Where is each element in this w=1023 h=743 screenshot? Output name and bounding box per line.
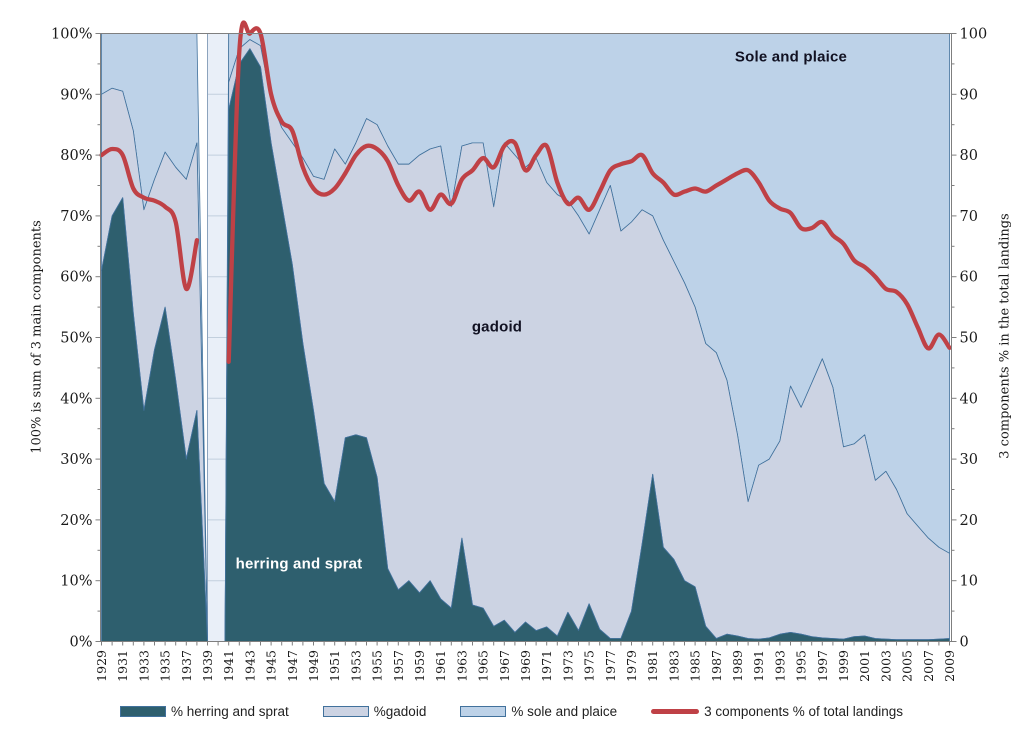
- right-axis-title: 3 components % in the total landings: [997, 213, 1013, 459]
- y-right-tick-label: 70: [960, 209, 978, 225]
- y-left-tick-label: 30%: [60, 452, 92, 468]
- annotation-herring-and-sprat: herring and sprat: [235, 555, 363, 573]
- legend-line-swatch: [651, 709, 700, 714]
- y-left-tick-label: 20%: [60, 513, 92, 529]
- y-right-tick-label: 20: [960, 513, 978, 529]
- x-tick-label: 1961: [433, 650, 448, 682]
- legend-item-sole-and-plaice: % sole and plaice: [460, 704, 617, 719]
- y-right-tick-label: 40: [960, 391, 978, 407]
- x-tick-label: 1959: [412, 650, 427, 682]
- y-left-tick-label: 100%: [51, 27, 92, 43]
- y-right-tick-label: 80: [960, 148, 978, 164]
- legend-item-herring-and-sprat: % herring and sprat: [119, 704, 289, 719]
- legend-area-swatch: [119, 706, 166, 717]
- x-tick-label: 1969: [518, 650, 533, 682]
- y-right-tick-label: 30: [960, 452, 978, 468]
- x-tick-label: 1931: [115, 650, 130, 682]
- x-tick-label: 1977: [603, 650, 618, 682]
- x-tick-label: 1985: [688, 650, 703, 682]
- x-tick-label: 1997: [815, 650, 830, 682]
- x-tick-label: 1967: [497, 650, 512, 682]
- x-axis-labels: 1929 1931 1933 1935 1937 1939 1941 1943 1945 1947…: [94, 650, 957, 682]
- y-right-tick-label: 50: [960, 331, 978, 347]
- y-right-tick-label: 0: [960, 635, 969, 651]
- x-tick-label: 1947: [285, 650, 300, 682]
- annotation-sole-and-plaice: Sole and plaice: [734, 48, 848, 66]
- x-tick-label: 2009: [942, 650, 957, 682]
- x-tick-label: 2005: [900, 650, 915, 682]
- x-tick-label: 1935: [158, 650, 173, 682]
- x-tick-label: 1937: [179, 650, 194, 682]
- y-right-tick-label: 90: [960, 87, 978, 103]
- x-tick-label: 1979: [624, 650, 639, 682]
- legend-area-swatch: [460, 706, 507, 717]
- x-tick-label: 1955: [370, 650, 385, 682]
- x-tick-label: 1987: [709, 650, 724, 682]
- x-tick-label: 1941: [221, 650, 236, 682]
- y-left-tick-label: 40%: [60, 391, 92, 407]
- legend-label: %gadoid: [373, 704, 427, 719]
- x-tick-label: 1995: [794, 650, 809, 682]
- axis-ticks: [95, 33, 957, 646]
- x-tick-label: 1957: [391, 650, 406, 682]
- annotation-gadoid: gadoid: [471, 318, 523, 336]
- y-left-tick-label: 50%: [60, 331, 92, 347]
- legend-label: % herring and sprat: [170, 704, 289, 719]
- y-right-tick-label: 60: [960, 270, 978, 286]
- legend: % herring and sprat %gadoid % sole and pla…: [0, 704, 1023, 719]
- x-tick-label: 1989: [730, 650, 745, 682]
- x-tick-label: 1975: [582, 650, 597, 682]
- y-right-tick-label: 10: [960, 574, 978, 590]
- red-total-landings-line: [99, 20, 952, 364]
- x-tick-label: 1991: [751, 650, 766, 682]
- x-tick-label: 2001: [857, 650, 872, 682]
- x-tick-label: 1951: [327, 650, 342, 682]
- x-tick-label: 1999: [836, 650, 851, 682]
- legend-label: % sole and plaice: [511, 704, 618, 719]
- x-tick-label: 1981: [645, 650, 660, 682]
- x-tick-label: 1971: [539, 650, 554, 682]
- legend-area-swatch: [322, 706, 369, 717]
- y-left-tick-label: 0%: [69, 635, 92, 651]
- y-left-tick-label: 80%: [60, 148, 92, 164]
- x-tick-label: 2007: [921, 650, 936, 682]
- x-tick-label: 1953: [348, 650, 363, 682]
- x-tick-label: 1939: [200, 650, 215, 682]
- x-tick-label: 1965: [476, 650, 491, 682]
- x-tick-label: 2003: [878, 650, 893, 682]
- y-left-tick-label: 10%: [60, 574, 92, 590]
- left-axis-title: 100% is sum of 3 main components: [29, 220, 45, 454]
- x-tick-label: 1945: [264, 650, 279, 682]
- legend-label: 3 components % of total landings: [704, 704, 904, 719]
- x-tick-label: 1949: [306, 650, 321, 682]
- x-tick-label: 1973: [560, 650, 575, 682]
- y-left-tick-label: 60%: [60, 270, 92, 286]
- stacked-areas: [101, 33, 950, 642]
- x-tick-label: 1943: [242, 650, 257, 682]
- y-left-tick-label: 70%: [60, 209, 92, 225]
- y-left-tick-label: 90%: [60, 87, 92, 103]
- legend-item-gadoid: %gadoid: [322, 704, 427, 719]
- legend-item-total-landings: 3 components % of total landings: [651, 704, 903, 719]
- x-tick-label: 1983: [666, 650, 681, 682]
- axis-labels: 0% 0 10% 10 20% 20 30% 30 40% 40 50% 50 60% 60 70% 70 80…: [51, 27, 987, 651]
- x-tick-label: 1993: [772, 650, 787, 682]
- gap-band-gridlines: [207, 93, 229, 582]
- x-tick-label: 1963: [454, 650, 469, 682]
- y-right-tick-label: 100: [960, 27, 988, 43]
- x-tick-label: 1929: [94, 650, 109, 682]
- x-tick-label: 1933: [136, 650, 151, 682]
